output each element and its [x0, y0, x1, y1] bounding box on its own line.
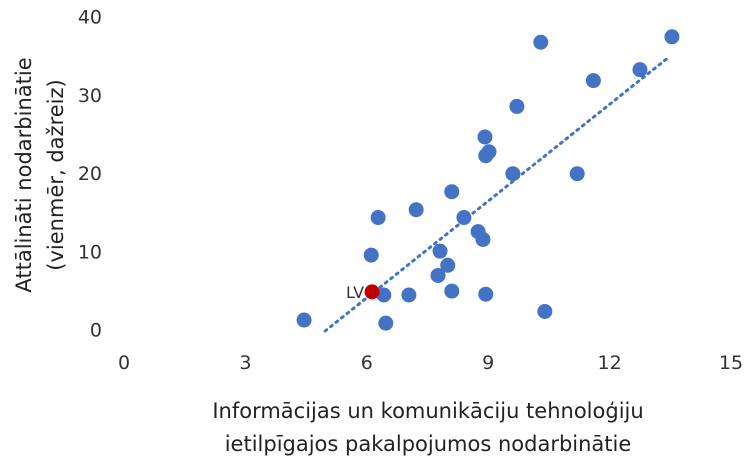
point [478, 286, 494, 302]
x-tick-label: 3 [239, 352, 251, 374]
y-tick-label: 40 [78, 7, 102, 29]
highlight-point [364, 284, 380, 300]
x-tick-label: 9 [482, 352, 494, 374]
point [475, 231, 491, 247]
point [376, 287, 392, 303]
point [537, 303, 553, 319]
point [378, 315, 394, 331]
point [509, 98, 525, 114]
y-axis-title-line: (vienmēr, dažreiz) [44, 79, 68, 270]
point [296, 312, 312, 328]
point [370, 210, 386, 226]
point [664, 29, 680, 45]
point [456, 210, 472, 226]
y-tick-label: 30 [78, 85, 102, 107]
y-tick-label: 0 [90, 320, 102, 342]
trendline [323, 56, 670, 333]
y-axis-title: Attālināti nodarbinātie (vienmēr, dažrei… [12, 57, 68, 292]
point [401, 287, 417, 303]
point [632, 62, 648, 78]
y-tick-label: 20 [78, 163, 102, 185]
point [477, 129, 493, 145]
point [585, 73, 601, 89]
x-tick-label: 15 [719, 352, 743, 374]
point [440, 257, 456, 273]
x-tick-label: 6 [361, 352, 373, 374]
point [444, 184, 460, 200]
point [432, 243, 448, 259]
point [430, 267, 446, 283]
y-tick-label: 10 [78, 241, 102, 263]
highlight-label: LV [346, 283, 364, 302]
x-axis-title-line: ietilpīgajos pakalpojumos nodarbinātie [225, 432, 632, 456]
x-tick-label: 0 [118, 352, 130, 374]
point [533, 34, 549, 50]
x-axis-title-line: Informācijas un komunikāciju tehnoloģiju [212, 399, 643, 423]
x-tick-label: 12 [598, 352, 622, 374]
y-axis-title-line: Attālināti nodarbinātie [12, 57, 36, 292]
point [478, 148, 494, 164]
point [363, 247, 379, 263]
point [569, 166, 585, 182]
point [444, 283, 460, 299]
x-axis-title: Informācijas un komunikāciju tehnoloģiju… [212, 399, 643, 456]
point [408, 202, 424, 218]
